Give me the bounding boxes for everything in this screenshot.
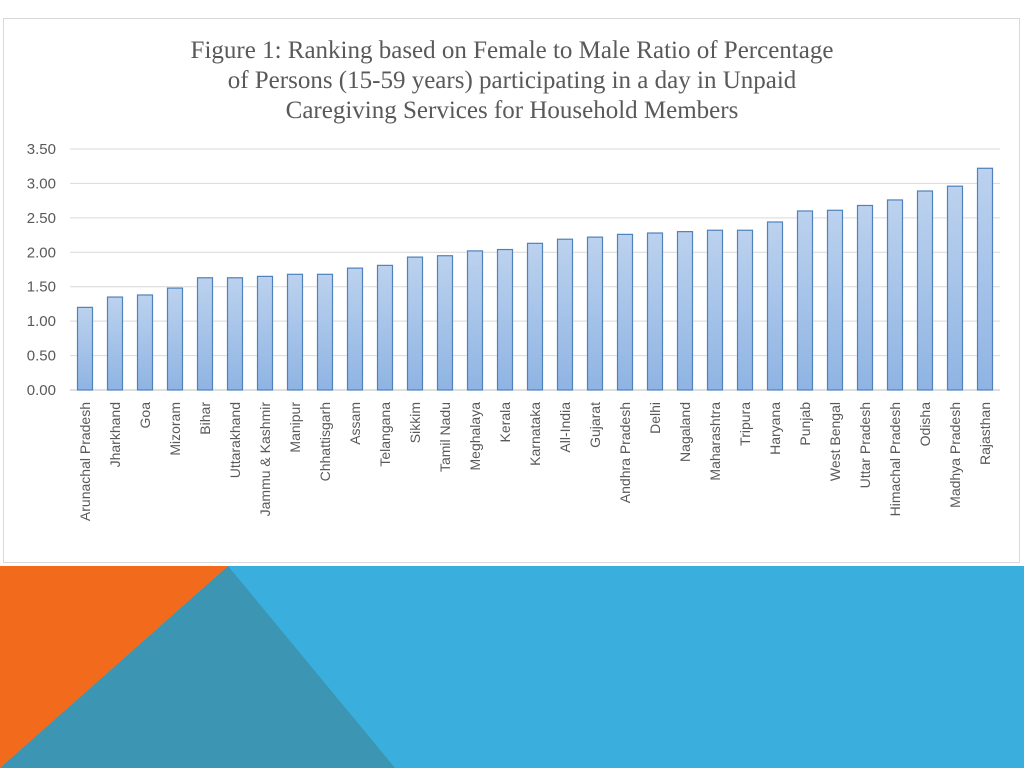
x-category-label: Tamil Nadu — [437, 402, 453, 472]
x-category-label: Uttar Pradesh — [857, 402, 873, 488]
bar — [946, 185, 964, 391]
bar — [706, 229, 724, 391]
bar — [826, 209, 844, 391]
bar — [316, 273, 334, 391]
bar-chart: 0.00 0.50 1.00 1.50 2.00 2.50 3.00 3.50 Arunach… — [27, 141, 1000, 521]
bar — [586, 236, 604, 391]
teal-triangle-shape — [0, 566, 395, 768]
bar — [286, 273, 304, 391]
bar — [436, 255, 454, 391]
y-tick-label: 2.00 — [27, 244, 56, 261]
x-category-label: Haryana — [767, 402, 783, 455]
x-category-label: Madhya Pradesh — [947, 402, 963, 508]
bar — [646, 232, 664, 391]
x-category-label: Mizoram — [167, 402, 183, 456]
y-tick-label: 0.50 — [27, 348, 56, 365]
bar — [166, 287, 184, 391]
x-category-label: Tripura — [737, 402, 753, 446]
x-category-label: Delhi — [647, 402, 663, 434]
x-category-label: Odisha — [917, 402, 933, 447]
bar — [106, 296, 124, 391]
x-category-label: Andhra Pradesh — [617, 402, 633, 503]
x-category-label: Rajasthan — [977, 402, 993, 465]
bar — [256, 275, 274, 391]
x-category-label: Himachal Pradesh — [887, 402, 903, 516]
bar — [196, 277, 214, 391]
bar — [616, 233, 634, 391]
chart-title-line-3: Caregiving Services for Household Member… — [285, 97, 739, 124]
y-tick-label: 3.00 — [27, 175, 56, 192]
x-category-label: Jammu & Kashmir — [257, 402, 273, 517]
x-category-label: Goa — [137, 402, 153, 429]
x-category-label: Jharkhand — [107, 402, 123, 467]
x-category-label: Bihar — [197, 402, 213, 435]
x-category-label: All-India — [557, 402, 573, 453]
x-category-label: Sikkim — [407, 402, 423, 443]
x-category-label: Karnataka — [527, 402, 543, 466]
slide-content-area: Figure 1: Ranking based on Female to Mal… — [0, 18, 1024, 563]
x-category-label: Uttarakhand — [227, 402, 243, 478]
x-category-label: Meghalaya — [467, 402, 483, 471]
bar — [796, 210, 814, 391]
x-category-label: Nagaland — [677, 402, 693, 462]
x-category-label: Maharashtra — [707, 402, 723, 481]
bar — [556, 238, 574, 391]
bar — [226, 277, 244, 391]
x-axis-category-labels: Arunachal Pradesh Jharkhand Goa Mizoram Biha… — [77, 402, 993, 521]
bar — [406, 256, 424, 391]
bar — [136, 294, 154, 391]
slide-decoration — [0, 566, 1024, 768]
y-tick-label: 1.50 — [27, 279, 56, 296]
y-tick-label: 1.00 — [27, 313, 56, 330]
y-tick-label: 0.00 — [27, 382, 56, 399]
bar — [766, 221, 784, 391]
x-category-label: Chhattisgarh — [317, 402, 333, 481]
bar — [916, 190, 934, 391]
x-category-label: Telangana — [377, 402, 393, 467]
x-category-label: Gujarat — [587, 402, 603, 448]
bar — [376, 264, 394, 391]
bar — [76, 306, 94, 391]
chart-title-line-2: of Persons (15-59 years) participating i… — [227, 67, 797, 94]
chart-title-line-1: Figure 1: Ranking based on Female to Mal… — [190, 37, 834, 64]
orange-triangle-shape — [0, 566, 228, 768]
x-category-label: Kerala — [497, 402, 513, 443]
x-category-label: Assam — [347, 402, 363, 445]
y-axis-tick-labels: 0.00 0.50 1.00 1.50 2.00 2.50 3.00 3.50 — [27, 141, 56, 399]
bar — [856, 204, 874, 391]
bar — [466, 250, 484, 391]
bar — [736, 229, 754, 391]
y-tick-label: 3.50 — [27, 141, 56, 158]
bar — [886, 199, 904, 391]
bar — [496, 248, 514, 391]
y-tick-label: 2.50 — [27, 210, 56, 227]
chart-title: Figure 1: Ranking based on Female to Mal… — [0, 36, 1024, 126]
bars — [76, 167, 994, 391]
bar — [526, 242, 544, 391]
bar — [346, 267, 364, 391]
bar — [976, 167, 994, 391]
x-category-label: West Bengal — [827, 402, 843, 481]
x-category-label: Arunachal Pradesh — [77, 402, 93, 521]
bar — [676, 231, 694, 391]
x-category-label: Manipur — [287, 402, 303, 453]
x-category-label: Punjab — [797, 402, 813, 446]
